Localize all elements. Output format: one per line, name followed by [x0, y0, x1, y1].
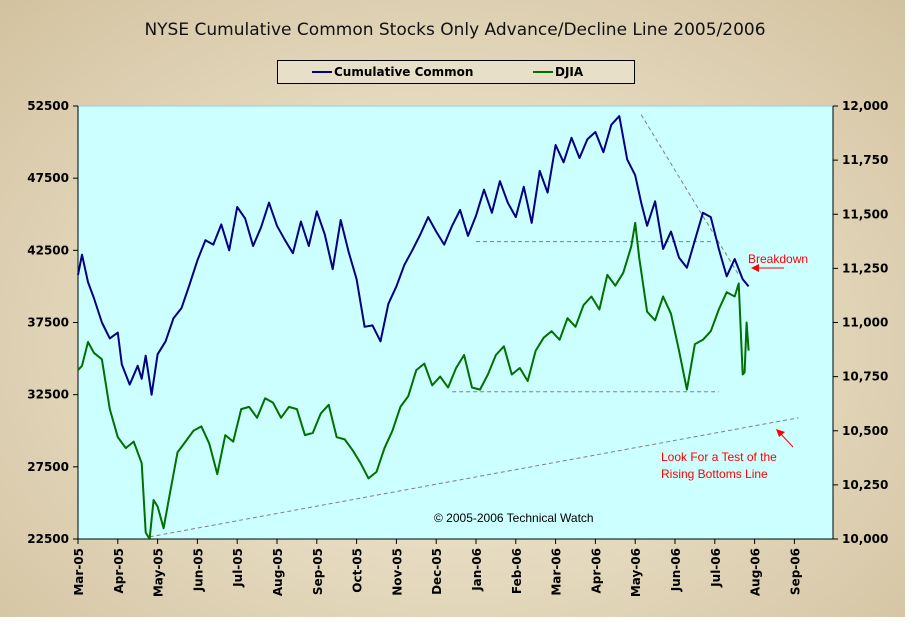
x-tick-label: Oct-05 — [351, 548, 365, 593]
cumulative-downtrend-line — [640, 114, 740, 276]
x-tick-label: Feb-06 — [510, 548, 524, 594]
legend-item-cumulative: Cumulative Common — [312, 65, 473, 79]
x-tick-label: Jul-05 — [231, 548, 245, 588]
x-tick-label: Mar-06 — [550, 548, 564, 596]
annotation-rising-bottoms-line-1: Look For a Test of the — [661, 450, 777, 464]
x-tick-label: Aug-06 — [749, 548, 763, 596]
x-tick-label: Mar-05 — [72, 548, 86, 596]
x-tick-label: Sep-06 — [788, 548, 802, 595]
annotation-breakdown: Breakdown — [748, 252, 808, 266]
x-tick-label: Apr-05 — [112, 548, 126, 593]
left-tick-label: 32500 — [27, 388, 69, 402]
annotation-rising-bottoms-line-2: Rising Bottoms Line — [661, 467, 768, 481]
x-tick-label: May-06 — [629, 548, 643, 597]
x-tick-label: Jul-06 — [709, 548, 723, 588]
left-tick-label: 47500 — [27, 171, 69, 185]
series-line-cumulative-common — [77, 115, 750, 396]
x-tick-label: Dec-05 — [430, 548, 444, 595]
left-tick-label: 42500 — [27, 243, 69, 257]
x-tick-label: Jun-05 — [191, 548, 205, 592]
plot-area — [78, 106, 833, 539]
legend-swatch-djia — [533, 71, 553, 73]
left-tick-label: 22500 — [27, 532, 69, 546]
x-tick-label: Aug-05 — [271, 548, 285, 596]
right-tick-label: 11,500 — [842, 207, 888, 221]
left-tick-label: 37500 — [27, 316, 69, 330]
left-tick-label: 27500 — [27, 460, 69, 474]
x-tick-label: May-05 — [152, 548, 166, 597]
x-tick-label: Nov-05 — [390, 548, 404, 596]
x-tick-label: Jan-06 — [470, 548, 484, 592]
x-tick-label: Sep-05 — [311, 548, 325, 595]
breakdown-arrow-head — [751, 264, 759, 272]
x-tick-label: Jun-06 — [669, 548, 683, 592]
frame-edge — [905, 0, 911, 623]
rising-bottoms-arrow-head — [776, 429, 785, 437]
frame-edge-bottom — [0, 617, 911, 623]
right-tick-label: 11,750 — [842, 153, 888, 167]
right-tick-label: 10,250 — [842, 478, 888, 492]
series-line-djia — [77, 221, 750, 540]
right-tick-label: 11,000 — [842, 316, 888, 330]
x-tick-label: Apr-06 — [589, 548, 603, 593]
right-tick-label: 11,250 — [842, 261, 888, 275]
legend-label-cumulative: Cumulative Common — [334, 65, 474, 79]
left-tick-label: 52500 — [27, 99, 69, 113]
legend: Cumulative Common DJIA — [277, 60, 635, 84]
chart-title: NYSE Cumulative Common Stocks Only Advan… — [144, 20, 766, 40]
legend-label-djia: DJIA — [555, 65, 584, 79]
rising-bottoms-line — [149, 417, 799, 538]
right-tick-label: 10,000 — [842, 532, 888, 546]
right-tick-label: 10,500 — [842, 424, 888, 438]
right-tick-label: 12,000 — [842, 99, 888, 113]
right-tick-label: 10,750 — [842, 370, 888, 384]
legend-swatch-cumulative — [312, 71, 332, 73]
copyright-notice: © 2005-2006 Technical Watch — [434, 511, 594, 525]
legend-item-djia: DJIA — [533, 65, 583, 79]
